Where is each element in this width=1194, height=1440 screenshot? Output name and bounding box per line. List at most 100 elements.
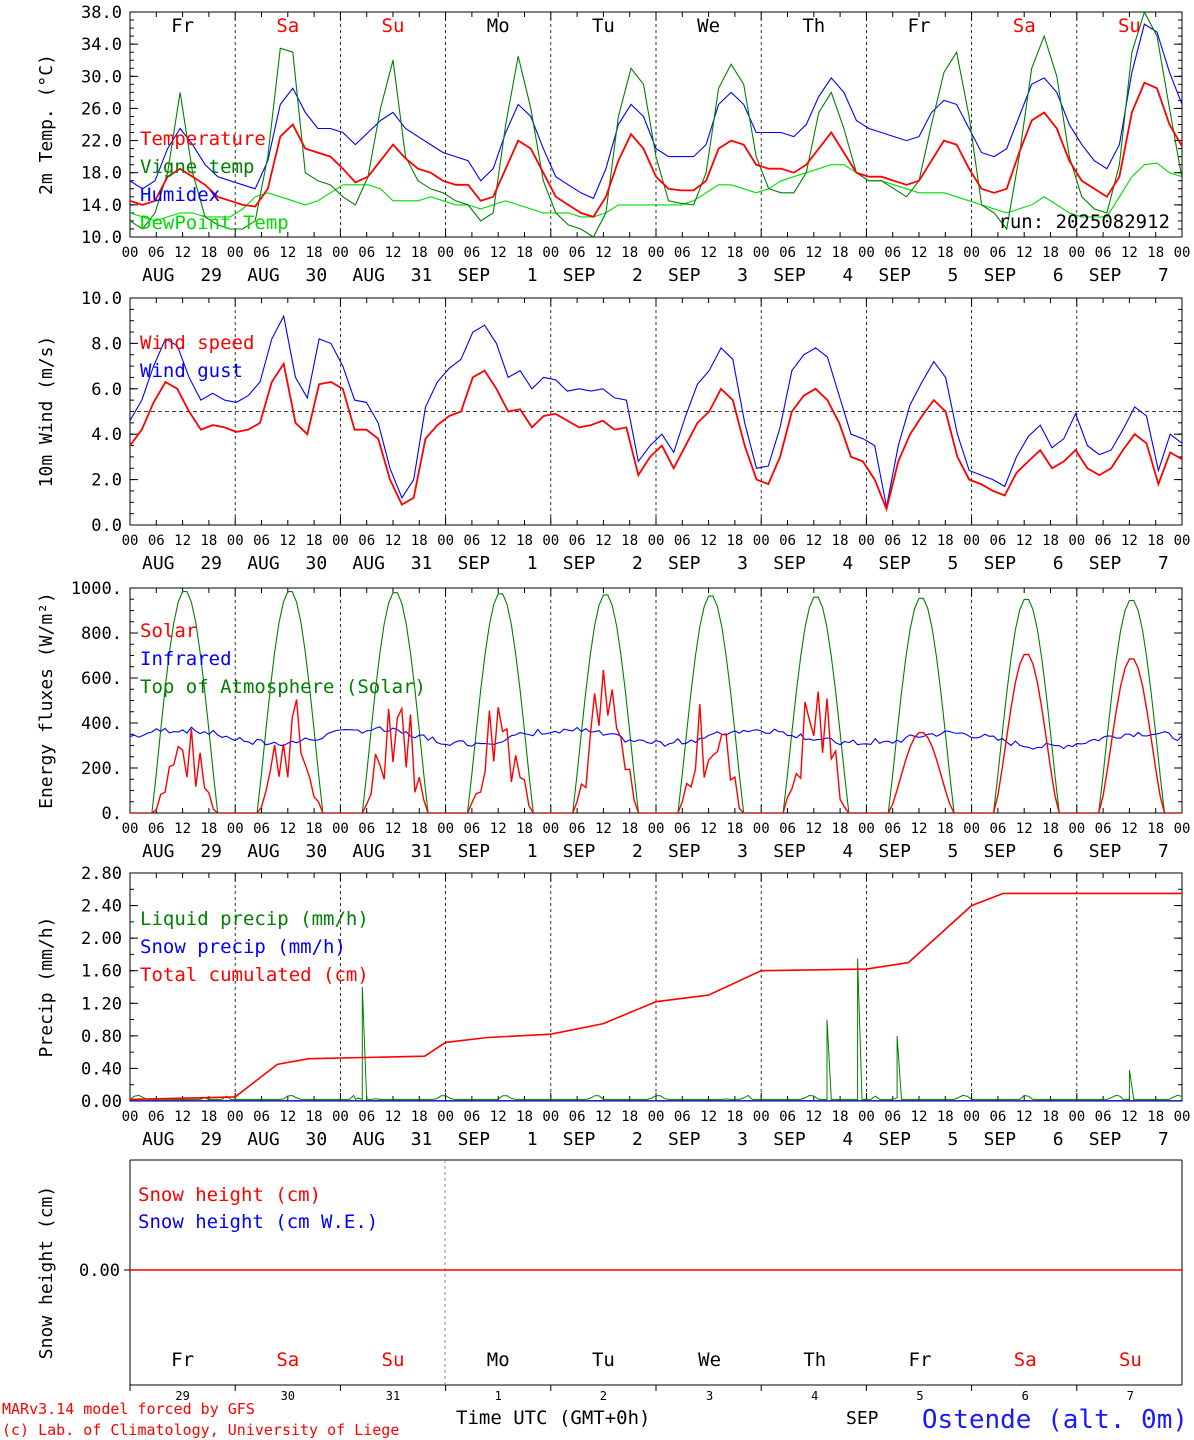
hour-tick-label: 18 [726,821,743,837]
hour-tick-label: 06 [989,245,1006,261]
hour-tick-label: 00 [542,245,559,261]
hour-tick-label: 18 [621,821,638,837]
weekday-label: Th [802,15,825,37]
hour-tick-label: 18 [832,245,849,261]
hour-tick-label: 00 [648,533,665,549]
hour-tick-label: 00 [963,821,980,837]
legend-entry: Snow precip (mm/h) [140,936,346,958]
date-day-label: 31 [411,841,433,862]
date-day-label: 4 [842,553,853,574]
date-day-label: 31 [411,1129,433,1150]
hour-tick-label: 12 [385,821,402,837]
hour-tick-label: 00 [227,821,244,837]
hour-tick-label: 06 [148,245,165,261]
weekday-label: Su [1119,1349,1142,1371]
date-day-label: 29 [200,841,222,862]
hour-tick-label: 06 [569,821,586,837]
hour-tick-label: 06 [358,245,375,261]
hour-tick-label: 18 [411,821,428,837]
series-line-solar [130,653,1182,813]
weekday-label: Th [803,1349,826,1371]
hour-tick-label: 18 [516,245,533,261]
date-month-label: SEP [668,265,701,286]
hour-tick-label: 06 [358,533,375,549]
date-month-label: SEP [1089,553,1122,574]
hour-tick-label: 06 [253,821,270,837]
y-tick-label: 26.0 [81,99,122,119]
hour-tick-label: 06 [1095,245,1112,261]
hour-tick-label: 18 [621,533,638,549]
hour-tick-label: 18 [1042,533,1059,549]
weekday-label: Sa [276,15,299,37]
date-month-label: SEP [878,265,911,286]
series-line-temperature [130,81,1182,218]
hour-tick-label: 12 [700,245,717,261]
date-day-label: 29 [200,1129,222,1150]
series-line-liquid-precip [130,958,1182,1101]
day-number-label: 6 [1022,1389,1029,1403]
y-tick-label: 0.00 [81,1092,122,1112]
plot-area [130,12,1182,237]
hour-tick-label: 06 [1095,821,1112,837]
hour-tick-label: 18 [1042,245,1059,261]
y-axis-label: 10m Wind (m/s) [36,336,57,488]
hour-tick-label: 18 [411,533,428,549]
panel-5-snow: 0.00 Snow height (cm) Snow height (cm) Snow… [36,1159,1183,1403]
panel-2: 00 06 12 18 00 06 12 18 00 06 12 18 00 06 12 18 00 06 12 18… [36,289,1190,574]
date-day-label: 2 [632,1129,643,1150]
day-number-label: 30 [281,1389,295,1403]
date-month-label: AUG [142,553,175,574]
date-month-label: SEP [668,841,701,862]
time-axis-title: Time UTC (GMT+0h) [456,1407,650,1429]
date-day-label: 1 [527,1129,538,1150]
hour-tick-label: 00 [122,1109,139,1125]
legend-entry: DewPoint Temp [140,212,289,234]
weekday-label: Tu [592,15,615,37]
weekday-label: Fr [171,1349,194,1371]
hour-tick-label: 06 [148,533,165,549]
hour-tick-label: 18 [306,533,323,549]
date-month-label: SEP [878,1129,911,1150]
panel-4: 00 06 12 18 00 06 12 18 00 06 12 18 00 06 12 18 00 06 12 18… [36,864,1191,1150]
hour-tick-label: 06 [779,821,796,837]
hour-tick-label: 00 [1174,1109,1191,1125]
hour-tick-label: 00 [648,821,665,837]
date-day-label: 1 [527,265,538,286]
weekday-label: Su [382,15,405,37]
hour-tick-label: 12 [805,533,822,549]
hour-tick-label: 12 [805,1109,822,1125]
hour-tick-label: 12 [1121,533,1138,549]
date-month-label: AUG [247,553,280,574]
hour-tick-label: 00 [122,533,139,549]
hour-tick-label: 18 [621,1109,638,1125]
date-month-label: SEP [1089,841,1122,862]
hour-tick-label: 06 [463,533,480,549]
date-day-label: 6 [1053,553,1064,574]
date-month-label: SEP [773,841,806,862]
hour-tick-label: 18 [937,1109,954,1125]
date-month-label: SEP [458,553,491,574]
date-day-label: 1 [527,841,538,862]
hour-tick-label: 12 [174,1109,191,1125]
hour-tick-label: 00 [542,533,559,549]
date-day-label: 4 [842,265,853,286]
date-month-label: SEP [878,553,911,574]
hour-tick-label: 06 [989,533,1006,549]
legend-entry: Wind gust [140,360,243,382]
day-number-label: 5 [916,1389,923,1403]
hour-tick-label: 06 [674,245,691,261]
weekday-label: Sa [1014,1349,1037,1371]
date-day-label: 31 [411,265,433,286]
date-month-label: SEP [458,1129,491,1150]
weekday-label: Fr [909,1349,932,1371]
day-number-label: 7 [1127,1389,1134,1403]
hour-tick-label: 12 [490,821,507,837]
hour-tick-label: 18 [726,1109,743,1125]
hour-tick-label: 06 [884,245,901,261]
hour-tick-label: 12 [911,1109,928,1125]
y-tick-label: 6.0 [91,380,122,400]
hour-tick-label: 12 [174,245,191,261]
hour-tick-label: 00 [437,245,454,261]
series-line-wind-gust [130,314,1182,507]
hour-tick-label: 12 [911,821,928,837]
